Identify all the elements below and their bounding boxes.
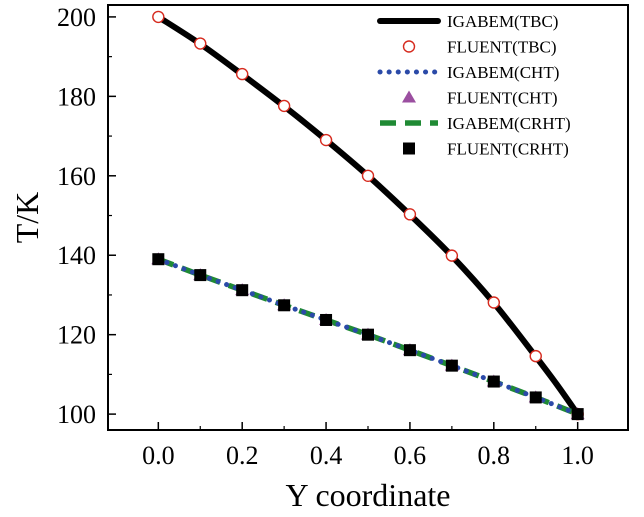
series-line-igabem-cht [155,256,581,417]
data-point [529,349,542,363]
data-point [571,408,584,421]
legend-label: FLUENT(TBC) [447,38,557,57]
legend-label: FLUENT(CHT) [447,89,557,108]
legend-swatch [402,40,416,53]
data-point [152,253,165,266]
y-tick-label: 160 [57,162,96,191]
legend-item: IGABEM(CRHT) [380,114,571,133]
data-point [320,313,333,326]
y-tick-label: 200 [57,3,96,32]
series-markers-fluent-crht [152,253,584,421]
data-point [152,10,165,24]
legend-item: FLUENT(CRHT) [403,140,569,159]
data-point [194,269,207,282]
legend-item: FLUENT(TBC) [402,38,557,57]
data-point [194,37,207,50]
legend-item: FLUENT(CHT) [402,89,557,108]
data-point [278,299,291,312]
x-axis-label: Y coordinate [286,477,451,513]
legend-label: IGABEM(CHT) [447,63,559,82]
data-point [403,208,417,221]
legend-swatch [402,90,416,103]
legend-swatch [403,142,415,155]
data-point [445,249,459,262]
data-point [236,284,249,297]
legend: IGABEM(TBC) FLUENT(TBC) IGABEM(CHT) FLUENT(… [377,12,571,159]
data-point [319,133,333,147]
legend-item: IGABEM(TBC) [377,12,558,31]
data-point [362,328,374,341]
legend-label: FLUENT(CRHT) [447,140,569,159]
data-point [235,67,249,81]
data-point [529,391,542,404]
y-tick-label: 100 [57,400,96,429]
data-point [277,99,291,113]
x-tick-label: 0.6 [394,441,427,470]
x-tick-label: 0.8 [478,441,511,470]
legend-label: IGABEM(TBC) [447,12,558,31]
x-tick-label: 1.0 [561,441,594,470]
legend-label: IGABEM(CRHT) [447,114,571,133]
data-point [445,359,458,372]
data-point [487,296,501,309]
series-layer [151,10,585,421]
x-tick-label: 0.0 [142,441,175,470]
data-point [487,375,500,388]
y-axis-label: T/K [9,192,45,244]
y-tick-label: 120 [57,321,96,350]
x-tick-label: 0.4 [310,441,343,470]
y-tick-label: 140 [57,241,96,270]
axis-ticks: 0.0 0.2 0.4 0.6 0.8 1.0 100 120 140 160 180 200 [57,3,594,470]
data-point [361,169,375,182]
y-tick-label: 180 [57,82,96,111]
data-point [403,344,416,357]
x-tick-label: 0.2 [226,441,259,470]
legend-item: IGABEM(CHT) [377,63,559,82]
